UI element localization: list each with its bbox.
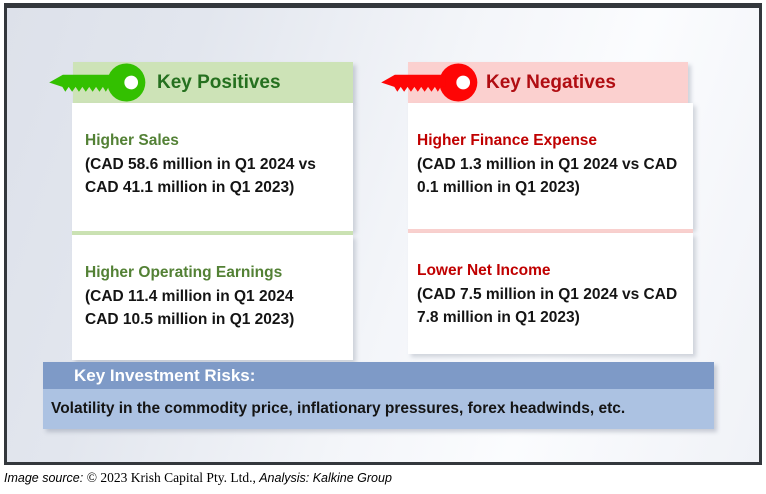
- positive-card-operating-earnings: Higher Operating Earnings (CAD 11.4 mill…: [72, 235, 353, 360]
- green-divider: [72, 231, 353, 235]
- positive-sales-line-2: CAD 41.1 million in Q1 2023): [85, 179, 295, 196]
- negative-finance-line-2: 0.1 million in Q1 2023): [417, 179, 580, 196]
- risks-text: Volatility in the commodity price, infla…: [43, 389, 714, 429]
- key-negatives-title: Key Negatives: [486, 72, 616, 93]
- infographic-frame: Key Positives Higher Sales (CAD 58.6 mil…: [4, 3, 762, 465]
- positive-heading-operating-earnings: Higher Operating Earnings: [85, 264, 283, 281]
- key-positives-title: Key Positives: [157, 72, 281, 93]
- risks-header: Key Investment Risks:: [43, 362, 714, 389]
- key-investment-risks-panel: Key Investment Risks: Volatility in the …: [43, 362, 714, 429]
- negative-heading-net-income: Lower Net Income: [417, 262, 551, 279]
- key-icon-green: [48, 62, 148, 103]
- positive-card-sales: Higher Sales (CAD 58.6 million in Q1 202…: [72, 103, 353, 231]
- negative-card-finance-expense: Higher Finance Expense (CAD 1.3 million …: [408, 103, 693, 229]
- red-divider: [408, 229, 693, 233]
- key-icon-red: [380, 62, 480, 103]
- positive-sales-line-1: (CAD 58.6 million in Q1 2024 vs: [85, 155, 316, 173]
- negative-heading-finance-expense: Higher Finance Expense: [417, 132, 598, 149]
- negative-net-income-line-2: 7.8 million in Q1 2023): [417, 309, 580, 326]
- negative-net-income-line-1: (CAD 7.5 million in Q1 2024 vs CAD: [417, 285, 678, 303]
- positive-earnings-line-2: CAD 10.5 million in Q1 2023): [85, 311, 295, 328]
- positive-heading-sales: Higher Sales: [85, 132, 179, 149]
- image-source-label: Image source:: [4, 471, 87, 485]
- negative-card-net-income: Lower Net Income (CAD 7.5 million in Q1 …: [408, 233, 693, 354]
- negative-finance-line-1: (CAD 1.3 million in Q1 2024 vs CAD: [417, 155, 678, 173]
- attribution-line: Image source: © 2023 Krish Capital Pty. …: [4, 470, 392, 486]
- copyright-text: © 2023 Krish Capital Pty. Ltd.,: [86, 470, 260, 485]
- analysis-credit: Analysis: Kalkine Group: [259, 471, 392, 485]
- positive-earnings-line-1: (CAD 11.4 million in Q1 2024: [85, 287, 294, 305]
